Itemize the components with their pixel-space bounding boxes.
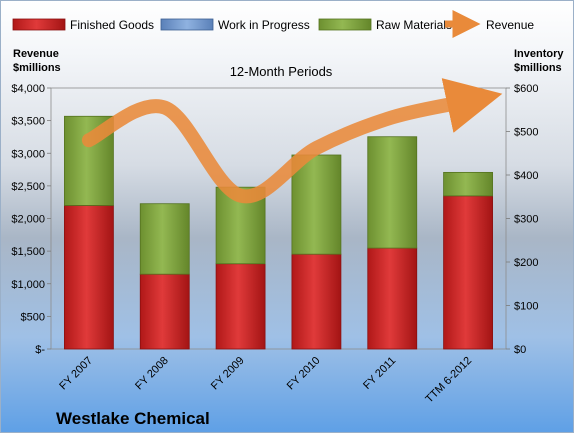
right-tick-label: $600 <box>514 83 538 95</box>
bar-finished-goods <box>64 205 114 350</box>
left-tick-label: $4,000 <box>11 83 45 95</box>
revenue-series <box>81 78 503 204</box>
x-axis: FY 2007 FY 2008 FY 2009 FY 2010 FY 2011 TTM 6… <box>57 355 474 406</box>
left-tick-label: $500 <box>21 311 45 323</box>
bar-finished-goods <box>139 273 190 350</box>
x-tick-label: TTM 6-2012 <box>423 355 474 406</box>
x-tick-label: FY 2007 <box>57 355 95 393</box>
bar-raw-materials <box>443 171 493 197</box>
right-tick-label: $200 <box>514 257 538 269</box>
left-tick-label: $3,500 <box>11 116 45 128</box>
right-tick-label: $100 <box>514 301 538 313</box>
right-axis-title-line2: $millions <box>514 62 562 74</box>
legend-item-revenue: Revenue <box>445 10 534 38</box>
legend-label-raw-materials: Raw Materials <box>376 18 452 32</box>
legend-item-raw-materials: Raw Materials <box>318 18 452 32</box>
bar-finished-goods <box>291 253 342 350</box>
right-tick-label: $300 <box>514 214 538 226</box>
x-tick-label: FY 2008 <box>133 355 171 393</box>
bar-raw-materials <box>139 203 190 275</box>
right-axis: $0 $100 $200 $300 $400 $500 $600 <box>506 83 538 356</box>
bar-finished-goods <box>367 247 418 350</box>
legend-item-work-in-progress: Work in Progress <box>160 18 310 32</box>
revenue-line <box>81 78 503 204</box>
legend-label-finished-goods: Finished Goods <box>70 18 154 32</box>
right-tick-label: $400 <box>514 170 538 182</box>
left-tick-label: $2,000 <box>11 214 45 226</box>
left-tick-label: $3,000 <box>11 148 45 160</box>
right-tick-label: $0 <box>514 344 526 356</box>
company-name: Westlake Chemical <box>56 409 210 428</box>
right-tick-label: $500 <box>514 127 538 139</box>
bar-raw-materials <box>291 154 342 255</box>
legend-item-finished-goods: Finished Goods <box>12 18 154 32</box>
bar-raw-materials <box>367 136 418 249</box>
bar-finished-goods <box>443 195 493 350</box>
left-tick-label: $1,500 <box>11 246 45 258</box>
legend-label-work-in-progress: Work in Progress <box>218 18 310 32</box>
chart-subtitle: 12-Month Periods <box>230 64 333 79</box>
bars <box>64 115 493 350</box>
left-axis: $- $500 $1,000 $1,500 $2,000 $2,500 $3,000 $3,5… <box>11 83 51 356</box>
bar-finished-goods <box>215 263 266 350</box>
left-tick-label: $- <box>35 344 45 356</box>
x-tick-label: FY 2011 <box>361 355 398 392</box>
left-axis-title-line1: Revenue <box>13 48 59 60</box>
legend: Finished Goods Work in Progress Raw Mate… <box>12 10 534 38</box>
right-axis-title-line1: Inventory <box>514 48 564 60</box>
left-tick-label: $1,000 <box>11 279 45 291</box>
left-tick-label: $2,500 <box>11 181 45 193</box>
legend-label-revenue: Revenue <box>486 18 534 32</box>
left-axis-title-line2: $millions <box>13 62 61 74</box>
x-tick-label: FY 2010 <box>285 355 323 393</box>
x-tick-label: FY 2009 <box>209 355 247 393</box>
